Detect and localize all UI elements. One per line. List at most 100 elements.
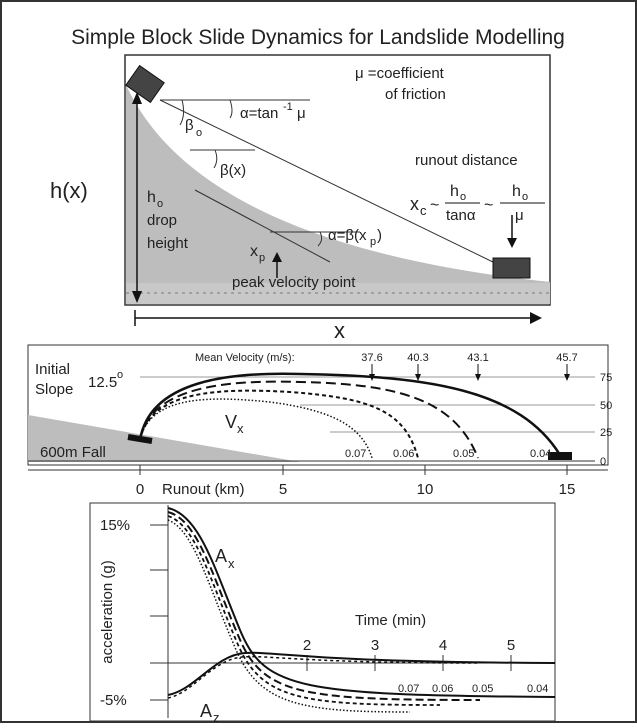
sup: -1 <box>283 101 293 113</box>
shape <box>548 452 572 460</box>
right-tick: 25 <box>600 427 612 439</box>
tilde: ~ <box>484 197 493 214</box>
mu-note: μ =coefficient <box>355 65 445 82</box>
slope: Slope <box>35 381 73 398</box>
alpha: α=tan <box>240 105 278 122</box>
y-label: acceleration (g) <box>99 560 116 663</box>
angle: 12.5 <box>88 374 117 391</box>
shape <box>27 344 609 466</box>
sub: x <box>228 556 235 571</box>
ho: h <box>147 189 156 206</box>
sub: o <box>460 191 466 203</box>
shape <box>213 149 218 169</box>
x-tick: 0 <box>136 481 144 498</box>
sub: o <box>157 198 163 210</box>
runout: runout distance <box>415 152 518 169</box>
beta0: β <box>185 117 194 134</box>
peak: peak velocity point <box>232 274 356 291</box>
x-tick: 15 <box>559 481 576 498</box>
time-tick: 5 <box>507 637 515 654</box>
shape <box>415 374 421 381</box>
shape <box>159 99 496 264</box>
group <box>138 372 562 459</box>
alpha-p: ) <box>377 227 382 244</box>
sub: z <box>213 710 220 723</box>
shape <box>369 374 375 381</box>
group <box>150 524 512 701</box>
sub: o <box>196 127 202 139</box>
shape <box>139 380 479 459</box>
mu: μ <box>515 207 524 224</box>
vx: V <box>225 412 237 432</box>
shape <box>492 257 531 279</box>
az: A <box>200 701 212 721</box>
beta-x: β(x) <box>220 162 246 179</box>
sub: p <box>259 252 265 264</box>
shape <box>167 515 441 706</box>
sub: c <box>420 203 427 218</box>
shape <box>28 415 300 462</box>
shape <box>167 507 556 698</box>
shape <box>507 238 517 248</box>
sub: p <box>370 236 376 248</box>
time-label: Time (min) <box>355 612 426 629</box>
sup: o <box>117 369 123 381</box>
curve-label: 0.04 <box>530 448 551 460</box>
x-tick: 10 <box>417 481 434 498</box>
ax: A <box>215 546 227 566</box>
time-tick: 3 <box>371 637 379 654</box>
xp: x <box>250 243 258 260</box>
velocity: 45.7 <box>556 352 577 364</box>
shape <box>139 389 419 459</box>
shape <box>167 519 411 713</box>
fall: 600m Fall <box>40 444 106 461</box>
xc: x <box>410 194 419 214</box>
velocity: 40.3 <box>407 352 428 364</box>
sub: o <box>522 191 528 203</box>
curve-label: 0.04 <box>527 683 548 695</box>
h: h <box>450 183 459 200</box>
drop: drop <box>147 212 177 229</box>
shape <box>167 655 481 699</box>
right-tick: 50 <box>600 400 612 412</box>
shape <box>530 312 542 324</box>
curve-label: 0.07 <box>345 448 366 460</box>
mu-note: of friction <box>385 86 446 103</box>
time-tick: 2 <box>303 637 311 654</box>
time-tick: 4 <box>439 637 447 654</box>
shape <box>317 231 323 247</box>
mean-velocity: Mean Velocity (m/s): <box>195 352 295 364</box>
tilde: ~ <box>430 197 439 214</box>
alpha-p: α=β(x <box>328 227 367 244</box>
initial: Initial <box>35 361 70 378</box>
x-axis-label: x <box>334 318 345 343</box>
y-top: 15% <box>100 517 130 534</box>
group <box>167 507 556 713</box>
sub: x <box>237 421 244 436</box>
shape <box>194 189 331 263</box>
right-tick: 75 <box>600 372 612 384</box>
curve-label: 0.06 <box>432 683 453 695</box>
group <box>369 374 570 381</box>
curve-label: 0.07 <box>398 683 419 695</box>
shape <box>139 398 373 459</box>
shape <box>126 85 550 304</box>
right-tick: 0 <box>600 456 606 468</box>
y-bottom: -5% <box>100 692 127 709</box>
velocity: 43.1 <box>467 352 488 364</box>
title: Simple Block Slide Dynamics for Landslid… <box>71 26 565 49</box>
shape <box>179 99 185 126</box>
height: height <box>147 235 189 252</box>
h-x: h(x) <box>50 178 88 203</box>
shape <box>272 252 282 262</box>
curve-label: 0.06 <box>393 448 414 460</box>
alpha: μ <box>297 105 306 122</box>
shape <box>564 374 570 381</box>
shape <box>127 434 153 444</box>
shape <box>125 64 165 104</box>
x-label: Runout (km) <box>162 481 245 498</box>
velocity: 37.6 <box>361 352 382 364</box>
shape <box>167 511 481 701</box>
curve-label: 0.05 <box>472 683 493 695</box>
